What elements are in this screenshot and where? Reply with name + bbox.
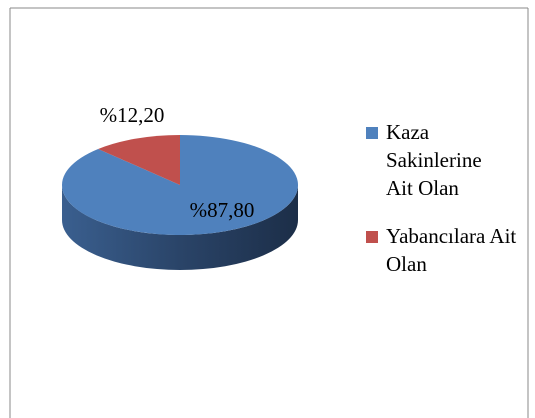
- legend-label: Yabancılara Ait Olan: [386, 224, 517, 276]
- slice: [98, 135, 180, 185]
- data-label: %87,80: [190, 198, 255, 222]
- slice: [61, 135, 298, 235]
- slice-side: [62, 185, 298, 270]
- legend-label: Kaza Sakinlerine Ait Olan: [386, 120, 482, 200]
- data-label: %12,20: [100, 103, 165, 127]
- legend-swatch: [366, 231, 378, 243]
- legend-swatch: [366, 127, 378, 139]
